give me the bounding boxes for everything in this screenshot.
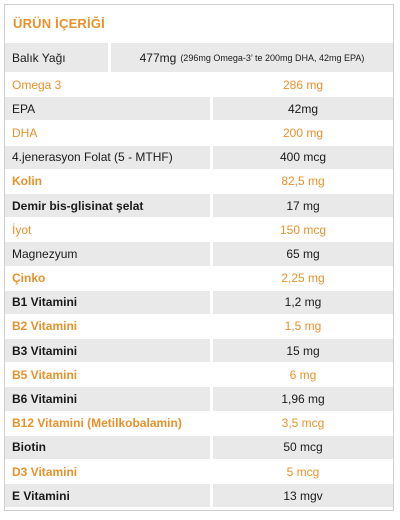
table-row: Çinko 2,25 mg (5, 265, 393, 290)
ingredient-value: 200 mg (210, 121, 393, 145)
ingredient-name: Biotin (5, 435, 210, 459)
ingredient-name: İyot (5, 218, 210, 242)
ingredient-name: B2 Vitamini (5, 314, 210, 339)
ingredient-name: B1 Vitamini (5, 290, 210, 314)
table-row: Omega 3 286 mg (5, 72, 393, 97)
ingredient-name: Kolin (5, 169, 210, 193)
ingredient-name: Omega 3 (5, 73, 210, 97)
table-row: Magnezyum 65 mg (5, 241, 393, 266)
ingredient-value: 5 mcg (210, 460, 393, 484)
table-row: EPA 42mg (5, 96, 393, 121)
table-row: D3 Vitamini 5 mcg (5, 459, 393, 484)
ingredient-name: Balık Yağı (5, 43, 108, 72)
ingredient-value: 42mg (210, 97, 393, 121)
ingredient-value: 65 mg (210, 242, 393, 266)
ingredient-value: 400 mcg (210, 145, 393, 169)
ingredient-value: 82,5 mg (210, 169, 393, 193)
table-row: E Vitamini 13 mgv (5, 483, 393, 508)
ingredient-name: B3 Vitamini (5, 339, 210, 363)
table-row: B3 Vitamini 15 mg (5, 338, 393, 363)
table-row: Biotin 50 mcg (5, 434, 393, 459)
ingredient-value: 50 mcg (210, 435, 393, 459)
ingredient-name: Demir bis-glisinat şelat (5, 193, 210, 218)
ingredient-name: E Vitamini (5, 484, 210, 508)
ingredient-name: Çinko (5, 266, 210, 290)
ingredient-value: 6 mg (210, 363, 393, 387)
table-row: Demir bis-glisinat şelat 17 mg (5, 192, 393, 218)
table-row: Kolin 82,5 mg (5, 168, 393, 193)
ingredient-value: 13 mgv (210, 484, 393, 508)
ingredient-value: 286 mg (210, 73, 393, 97)
ingredient-name: Magnezyum (5, 242, 210, 266)
ingredient-value: 1,5 mg (210, 314, 393, 339)
ingredient-amount: 477mg (139, 50, 177, 65)
ingredient-name: B12 Vitamini (Metilkobalamin) (5, 411, 210, 435)
ingredient-value: 3,5 mcg (210, 411, 393, 435)
table-row: B1 Vitamini 1,2 mg (5, 289, 393, 314)
table-row: 4.jenerasyon Folat (5 - MTHF) 400 mcg (5, 144, 393, 169)
ingredient-name: B6 Vitamini (5, 387, 210, 411)
ingredient-value: 477mg (296mg Omega-3’ te 200mg DHA, 42mg… (108, 43, 393, 72)
table-row: B6 Vitamini 1,96 mg (5, 386, 393, 411)
table-row: DHA 200 mg (5, 120, 393, 145)
table-row: B12 Vitamini (Metilkobalamin) 3,5 mcg (5, 410, 393, 435)
ingredient-value: 1,2 mg (210, 290, 393, 314)
table-row: B5 Vitamini 6 mg (5, 362, 393, 387)
ingredient-value: 1,96 mg (210, 387, 393, 411)
page-title: ÜRÜN İÇERİĞİ (13, 16, 105, 31)
ingredients-panel: ÜRÜN İÇERİĞİ Balık Yağı 477mg (296mg Ome… (4, 4, 394, 511)
ingredient-name: DHA (5, 121, 210, 145)
ingredient-value: 17 mg (210, 193, 393, 218)
ingredient-value: 150 mcg (210, 218, 393, 242)
ingredient-name: 4.jenerasyon Folat (5 - MTHF) (5, 145, 210, 169)
ingredient-name: D3 Vitamini (5, 460, 210, 484)
ingredient-detail: (296mg Omega-3’ te 200mg DHA, 42mg EPA) (180, 52, 365, 63)
ingredient-value: 2,25 mg (210, 266, 393, 290)
ingredient-name: B5 Vitamini (5, 363, 210, 387)
ingredient-name: EPA (5, 97, 210, 121)
table-row: B2 Vitamini 1,5 mg (5, 313, 393, 339)
ingredient-value: 15 mg (210, 339, 393, 363)
table-row-fish-oil: Balık Yağı 477mg (296mg Omega-3’ te 200m… (5, 42, 393, 72)
table-row: İyot 150 mcg (5, 217, 393, 242)
